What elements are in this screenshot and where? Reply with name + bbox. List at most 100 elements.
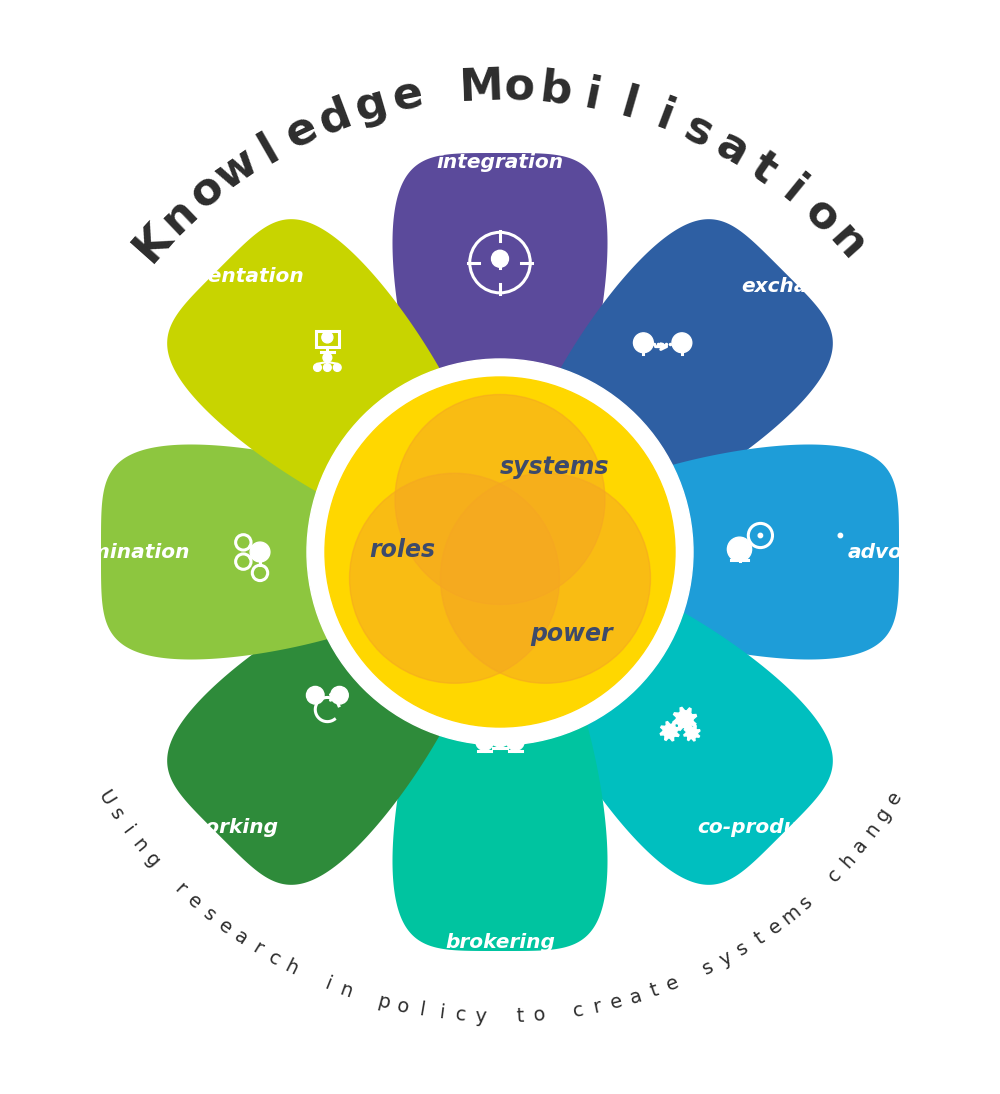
Text: t: t (515, 1006, 524, 1026)
Polygon shape (383, 146, 617, 525)
Polygon shape (684, 725, 700, 741)
Polygon shape (506, 208, 844, 546)
Text: t: t (742, 146, 784, 193)
Polygon shape (527, 434, 907, 670)
Text: l: l (418, 1001, 426, 1021)
Text: h: h (282, 956, 301, 979)
Text: c: c (824, 864, 845, 886)
Text: o: o (395, 997, 410, 1017)
Text: g: g (141, 850, 163, 872)
Text: c: c (571, 1000, 585, 1021)
Circle shape (314, 363, 321, 371)
Circle shape (507, 733, 524, 750)
Text: r: r (170, 880, 189, 898)
Polygon shape (673, 708, 697, 731)
Text: t: t (751, 928, 768, 948)
Text: s: s (105, 805, 127, 824)
Text: s: s (199, 905, 219, 926)
Text: n: n (821, 217, 874, 269)
Text: o: o (795, 189, 847, 242)
Circle shape (838, 533, 843, 537)
Text: w: w (207, 139, 266, 198)
Text: e: e (214, 916, 235, 938)
Text: o: o (532, 1005, 546, 1025)
Text: i: i (321, 974, 334, 993)
Text: brokering: brokering (445, 932, 555, 952)
Circle shape (350, 474, 560, 684)
Text: advocacy: advocacy (847, 543, 953, 561)
Text: y: y (474, 1006, 487, 1026)
Text: a: a (708, 123, 756, 175)
Polygon shape (393, 591, 607, 951)
Bar (316, 331, 339, 347)
Polygon shape (383, 579, 617, 959)
Text: g: g (350, 80, 392, 130)
Circle shape (727, 537, 752, 561)
Text: s: s (678, 106, 720, 156)
Circle shape (633, 333, 653, 352)
Circle shape (331, 686, 348, 705)
Polygon shape (506, 558, 844, 896)
Polygon shape (393, 153, 607, 513)
Circle shape (395, 395, 605, 605)
Text: integration: integration (436, 152, 564, 172)
Text: e: e (765, 916, 786, 938)
Text: i: i (581, 73, 604, 119)
Text: networking: networking (150, 818, 279, 837)
Text: g: g (873, 804, 895, 825)
Polygon shape (156, 208, 494, 546)
Text: i: i (650, 94, 679, 140)
Text: e: e (388, 72, 426, 120)
Text: t: t (647, 980, 661, 1001)
Text: b: b (537, 67, 574, 114)
Circle shape (333, 363, 341, 371)
Text: exchange: exchange (741, 277, 850, 295)
Text: i: i (437, 1003, 445, 1023)
Polygon shape (93, 434, 473, 670)
Text: d: d (313, 91, 358, 142)
Text: o: o (181, 165, 232, 218)
Text: K: K (125, 216, 180, 270)
Text: n: n (337, 980, 355, 1002)
Polygon shape (156, 558, 494, 896)
Text: n: n (128, 835, 151, 857)
Circle shape (672, 333, 692, 352)
Circle shape (491, 730, 509, 747)
Text: r: r (249, 939, 266, 958)
Text: c: c (455, 1005, 467, 1025)
Text: a: a (627, 986, 644, 1008)
Circle shape (307, 359, 693, 745)
Text: i: i (774, 170, 813, 212)
Circle shape (323, 353, 332, 362)
Text: e: e (278, 106, 324, 158)
Circle shape (250, 543, 270, 562)
Text: l: l (616, 82, 642, 128)
Circle shape (322, 331, 333, 342)
Polygon shape (101, 444, 461, 660)
Circle shape (306, 686, 324, 705)
Text: e: e (663, 973, 682, 994)
Polygon shape (660, 722, 680, 741)
Text: dissemination: dissemination (30, 543, 190, 561)
Text: n: n (152, 189, 205, 243)
Text: h: h (837, 850, 859, 872)
Text: c: c (265, 947, 284, 969)
Text: s: s (700, 957, 717, 978)
Text: a: a (849, 835, 872, 857)
Text: e: e (608, 991, 625, 1013)
Circle shape (325, 377, 675, 728)
Text: s: s (733, 938, 752, 959)
Text: i: i (118, 823, 137, 838)
Polygon shape (539, 444, 899, 660)
Text: s: s (796, 892, 816, 912)
Text: roles: roles (369, 538, 435, 562)
Circle shape (324, 363, 331, 371)
Polygon shape (516, 569, 833, 885)
Text: r: r (592, 997, 603, 1016)
Text: m: m (778, 901, 804, 928)
Circle shape (758, 533, 763, 537)
Text: M: M (458, 65, 504, 109)
Text: co-production: co-production (697, 818, 855, 837)
Circle shape (492, 251, 508, 267)
Text: a: a (231, 927, 251, 950)
